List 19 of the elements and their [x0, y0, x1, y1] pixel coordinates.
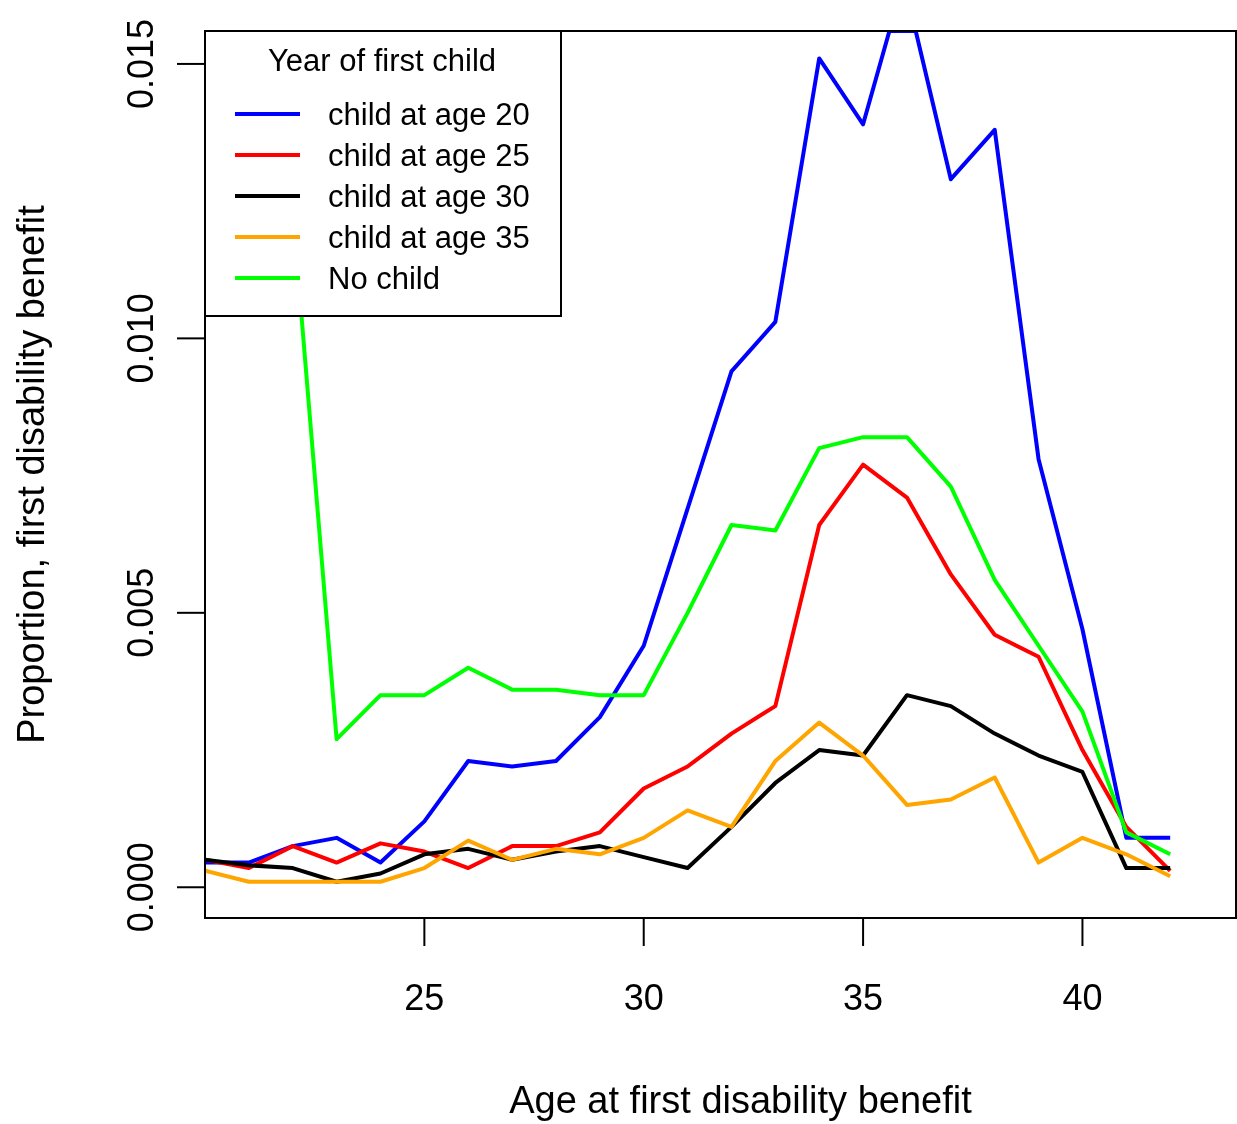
legend-title: Year of first child: [267, 43, 497, 78]
legend-label: No child: [328, 261, 440, 296]
x-tick-label: 40: [1062, 977, 1103, 1018]
y-tick-label: 0.010: [120, 293, 161, 384]
y-tick-label: 0.015: [120, 18, 161, 109]
legend-label: child at age 30: [328, 179, 530, 214]
line-series: [205, 31, 1173, 865]
legend-label: child at age 20: [328, 97, 530, 132]
line-series: [299, 314, 1173, 857]
y-tick-label: 0.000: [120, 842, 161, 933]
legend-label: child at age 35: [328, 220, 530, 255]
x-tick-label: 35: [843, 977, 884, 1018]
y-axis-title: Proportion, first disability benefit: [10, 204, 52, 744]
line-series: [205, 462, 1173, 873]
x-tick-label: 30: [623, 977, 664, 1018]
x-axis-title: Age at first disability benefit: [509, 1079, 973, 1121]
y-tick-label: 0.005: [120, 567, 161, 658]
x-tick-label: 25: [404, 977, 445, 1018]
legend-label: child at age 25: [328, 138, 530, 173]
